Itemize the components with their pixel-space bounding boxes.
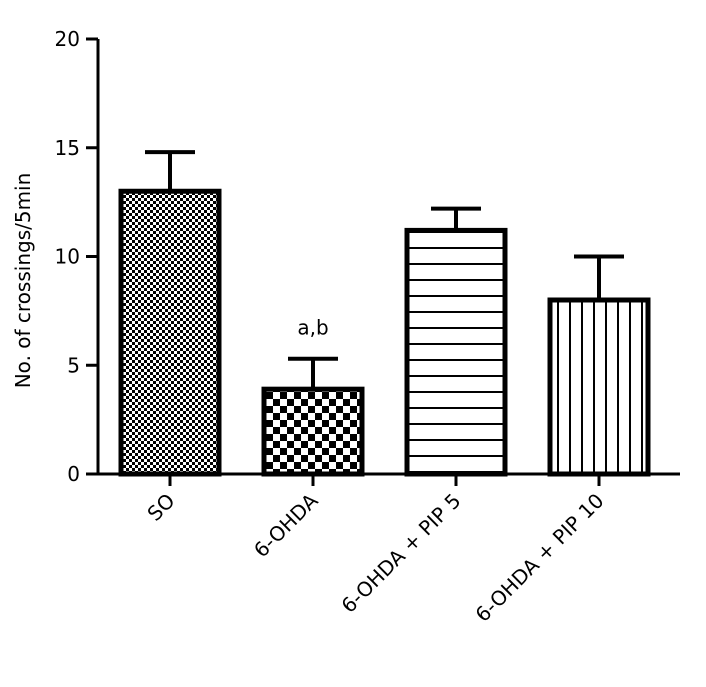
bars: a,b [118, 150, 651, 477]
bar-1 [261, 386, 365, 477]
bar-3 [547, 297, 651, 477]
bar-2 [404, 227, 508, 477]
x-axis: SO 6-OHDA 6-OHDA + PIP 5 6-OHDA + PIP 10 [98, 472, 680, 627]
x-tick-label-0: SO [142, 489, 179, 526]
y-tick-label-3: 15 [55, 136, 80, 160]
y-axis-title: No. of crossings/5min [11, 173, 35, 389]
y-tick-label-2: 10 [55, 245, 80, 269]
x-tick-label-2: 6-OHDA + PIP 5 [336, 489, 465, 618]
annotation-0: a,b [297, 316, 328, 340]
y-axis: 0 5 10 15 20 [55, 27, 100, 486]
y-tick-label-1: 5 [67, 353, 80, 377]
x-tick-label-3: 6-OHDA + PIP 10 [470, 489, 608, 627]
y-tick-label-4: 20 [55, 27, 80, 51]
x-tick-label-1: 6-OHDA [249, 488, 323, 562]
bar-0 [118, 188, 222, 477]
y-tick-label-0: 0 [67, 462, 80, 486]
